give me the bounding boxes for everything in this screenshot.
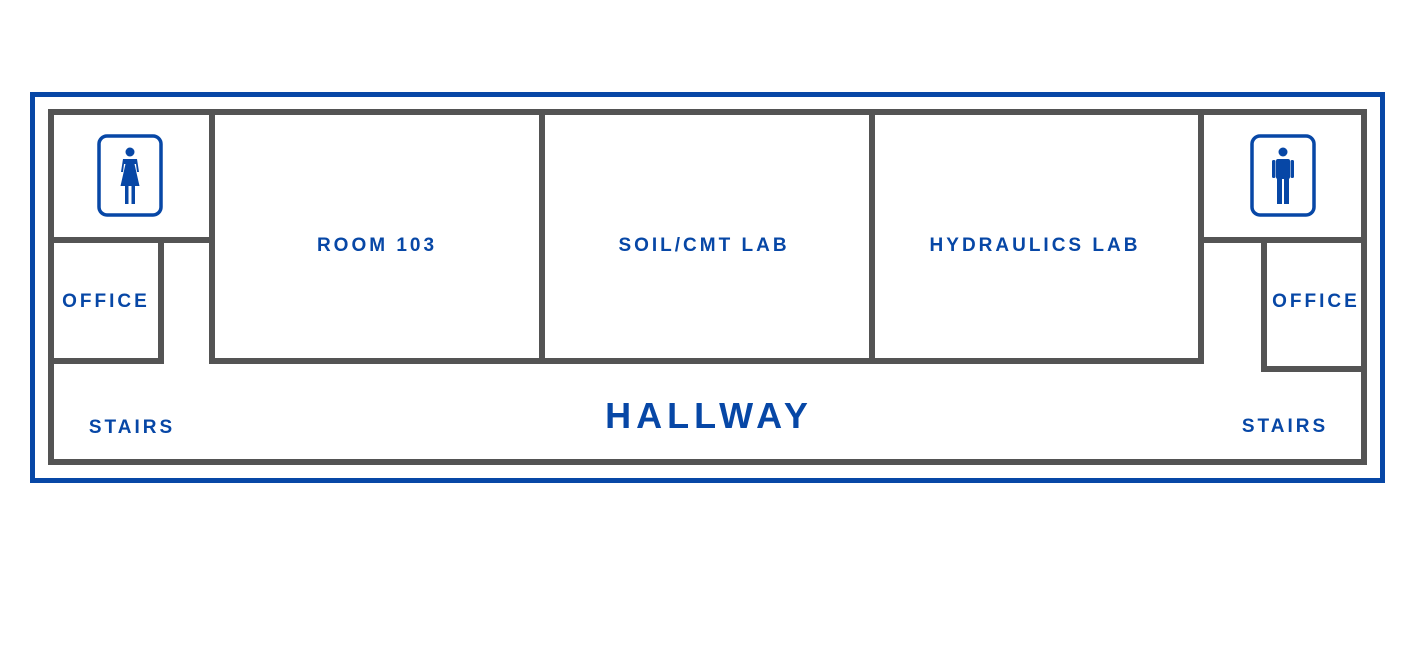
stairs-left-label: STAIRS (89, 417, 175, 438)
hallway-label: HALLWAY (605, 395, 813, 436)
soil-lab-label: SOIL/CMT LAB (618, 235, 789, 256)
men-restroom-icon (1250, 134, 1316, 217)
stairs-right-label: STAIRS (1242, 416, 1328, 437)
women-restroom-icon (97, 134, 163, 217)
room-103-label: ROOM 103 (317, 235, 437, 256)
hydraulics-lab-label: HYDRAULICS LAB (930, 235, 1141, 256)
building-outline (30, 92, 1385, 483)
walls (48, 109, 1367, 465)
office-right-label: OFFICE (1272, 291, 1360, 312)
office-left-label: OFFICE (62, 291, 150, 312)
interior-outer-wall (48, 109, 1367, 465)
